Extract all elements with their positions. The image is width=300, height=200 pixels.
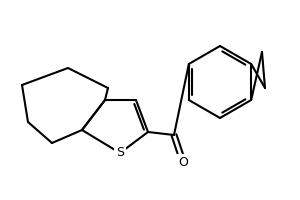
Text: O: O xyxy=(178,156,188,168)
Text: S: S xyxy=(116,146,124,160)
